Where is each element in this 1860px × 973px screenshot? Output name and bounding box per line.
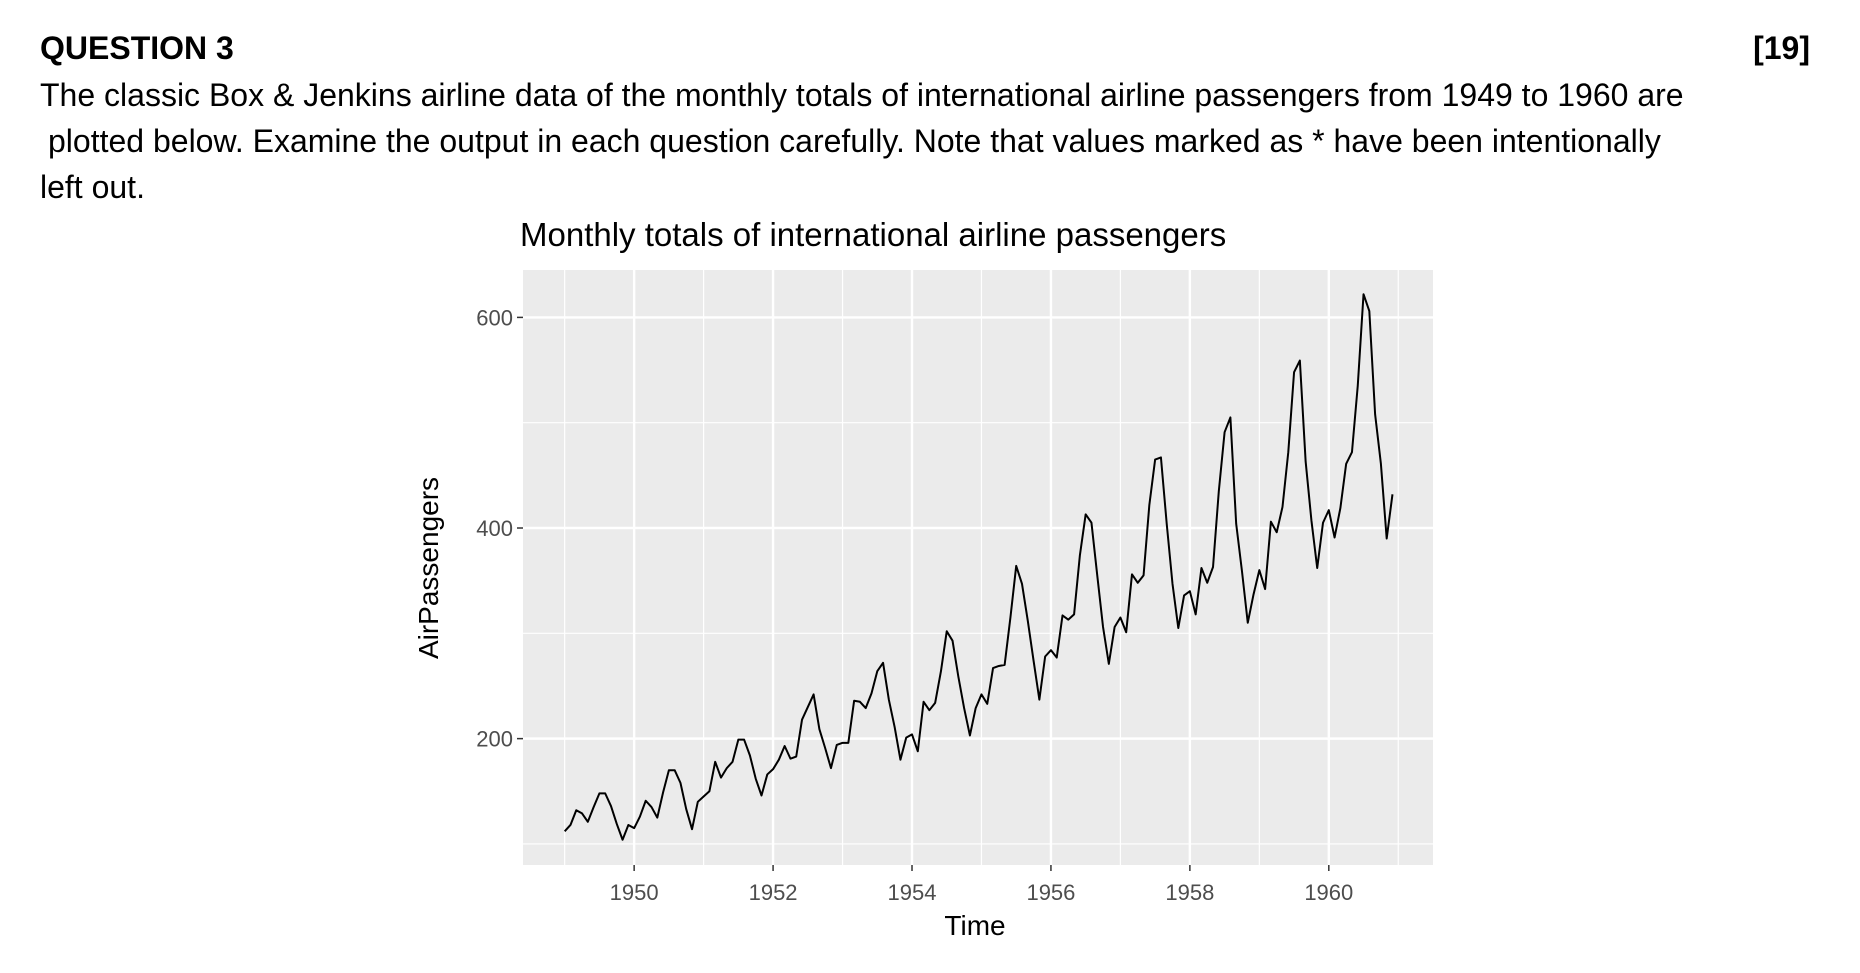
x-tick-label: 1956 xyxy=(1026,880,1075,905)
grid-major xyxy=(523,270,1433,865)
chart-title: Monthly totals of international airline … xyxy=(520,216,1226,253)
x-tick-label: 1950 xyxy=(610,880,659,905)
x-tick-label: 1960 xyxy=(1304,880,1353,905)
y-tick-label: 400 xyxy=(476,516,513,541)
question-marks: [19] xyxy=(1753,30,1810,66)
x-tick-label: 1954 xyxy=(888,880,937,905)
question-text: The classic Box & Jenkins airline data o… xyxy=(40,72,1820,210)
series-line-airpassengers xyxy=(563,293,1394,841)
y-tick-label: 200 xyxy=(476,727,513,752)
question-line-3: left out. xyxy=(40,169,145,205)
question-line-1: The classic Box & Jenkins airline data o… xyxy=(40,77,1684,113)
x-axis: 1950 1952 1954 1956 1958 1960 xyxy=(610,865,1353,905)
grid-minor xyxy=(523,270,1433,865)
y-tick-label: 600 xyxy=(476,305,513,330)
y-axis: 200 400 600 xyxy=(476,305,523,752)
question-line-2: plotted below. Examine the output in eac… xyxy=(48,123,1661,159)
x-tick-label: 1952 xyxy=(749,880,798,905)
plot-panel xyxy=(523,270,1433,865)
question-title: QUESTION 3 xyxy=(40,30,234,66)
y-axis-label: AirPassengers xyxy=(413,477,444,659)
x-tick-label: 1958 xyxy=(1165,880,1214,905)
x-axis-label: Time xyxy=(944,910,1005,941)
